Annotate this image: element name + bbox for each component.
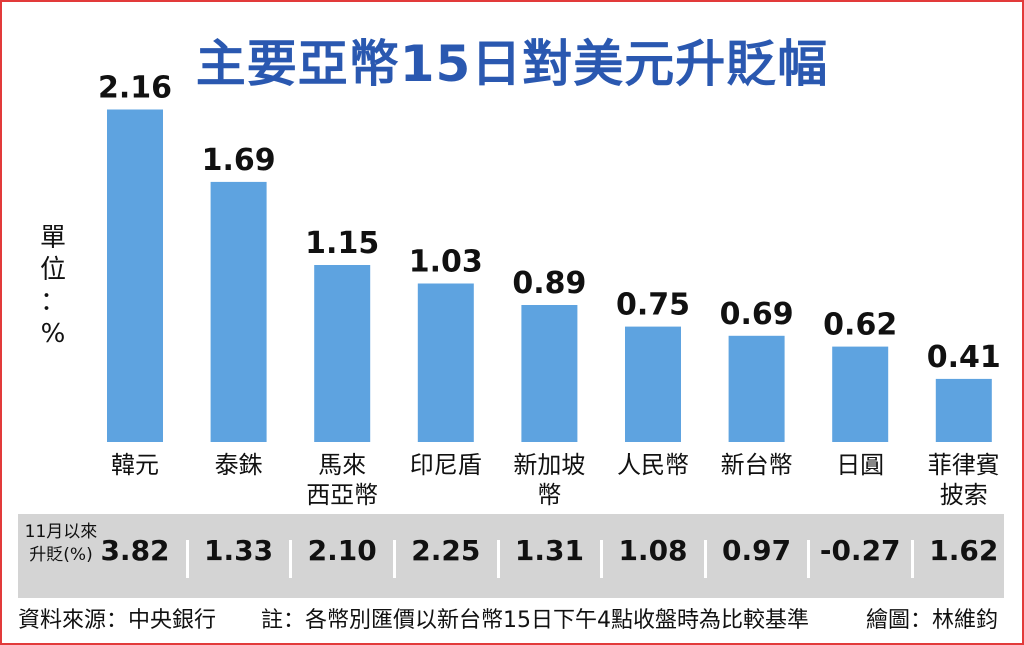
y-axis-label-char-1: 單 — [39, 223, 66, 253]
value-label-3: 1.15 — [305, 226, 379, 261]
category-label-9-line1: 菲律賓 — [928, 451, 1000, 479]
value-label-6: 0.75 — [616, 288, 690, 323]
y-axis-label-char-3: ： — [39, 287, 66, 317]
bar-6 — [625, 326, 681, 442]
band-separator-1 — [185, 540, 189, 578]
value-label-9: 0.41 — [927, 340, 1001, 375]
source-note: 資料來源：中央銀行 — [18, 608, 217, 633]
band-value-2: 1.33 — [204, 534, 274, 567]
footer: 資料來源：中央銀行 註：各幣別匯價以新台幣15日下午4點收盤時為比較基準 繪圖：… — [18, 598, 1008, 636]
chart-title: 主要亞幣15日對美元升貶幅 — [195, 35, 829, 93]
value-label-4: 1.03 — [409, 245, 483, 280]
bar-3 — [314, 265, 371, 442]
category-label-1: 韓元 — [111, 451, 159, 479]
category-label-3-line1: 馬來 — [318, 451, 366, 479]
band-separator-4 — [496, 540, 500, 578]
comparison-note: 註：各幣別匯價以新台幣15日下午4點收盤時為比較基準 — [261, 608, 809, 633]
category-label-4: 印尼盾 — [410, 451, 482, 479]
value-label-1: 2.16 — [98, 71, 172, 106]
band-header: 11月以來 升貶(%) — [18, 521, 104, 567]
band-value-9: 1.62 — [929, 534, 999, 567]
band-header-line1: 11月以來 — [24, 522, 98, 542]
band-value-8: -0.27 — [819, 534, 901, 567]
category-label-7: 新台幣 — [721, 451, 793, 479]
band-value-3: 2.10 — [307, 534, 377, 567]
band-separator-5 — [600, 540, 604, 578]
band-separator-7 — [807, 540, 811, 578]
band-value-5: 1.31 — [514, 534, 584, 567]
category-label-5-line1: 新加坡 — [513, 451, 585, 479]
band-value-1: 3.82 — [100, 534, 170, 567]
value-label-2: 1.69 — [202, 143, 276, 178]
category-label-6: 人民幣 — [617, 451, 689, 479]
since-november-band — [18, 514, 1004, 598]
category-label-8: 日圓 — [836, 451, 884, 479]
bar-9 — [935, 378, 992, 442]
value-label-8: 0.62 — [823, 308, 897, 343]
bar-7 — [728, 335, 785, 442]
category-label-5-line2: 幣 — [537, 481, 561, 509]
band-value-6: 1.08 — [618, 534, 688, 567]
band-separator-3 — [393, 540, 396, 578]
bar-8 — [832, 346, 889, 442]
y-axis-label-char-2: 位 — [39, 255, 66, 285]
band-value-4: 2.25 — [411, 534, 481, 567]
bar-2 — [210, 181, 267, 442]
category-label-3-line2: 西亞幣 — [306, 481, 378, 509]
band-value-7: 0.97 — [722, 534, 792, 567]
category-label-9-line2: 披索 — [940, 481, 988, 509]
bar-4 — [417, 283, 474, 442]
band-separator-2 — [289, 540, 293, 578]
value-label-7: 0.69 — [720, 297, 794, 332]
band-header-line2: 升貶(%) — [29, 545, 93, 565]
bar-5 — [521, 305, 578, 442]
bar-1 — [107, 109, 163, 442]
value-label-5: 0.89 — [512, 266, 586, 301]
credit-note: 繪圖：林維鈞 — [866, 608, 999, 633]
band-separator-8 — [911, 540, 914, 578]
y-axis-label: 單位：% — [36, 222, 70, 350]
band-separator-6 — [703, 540, 707, 578]
category-label-2: 泰銖 — [215, 451, 263, 479]
y-axis-label-char-4: % — [40, 319, 66, 349]
